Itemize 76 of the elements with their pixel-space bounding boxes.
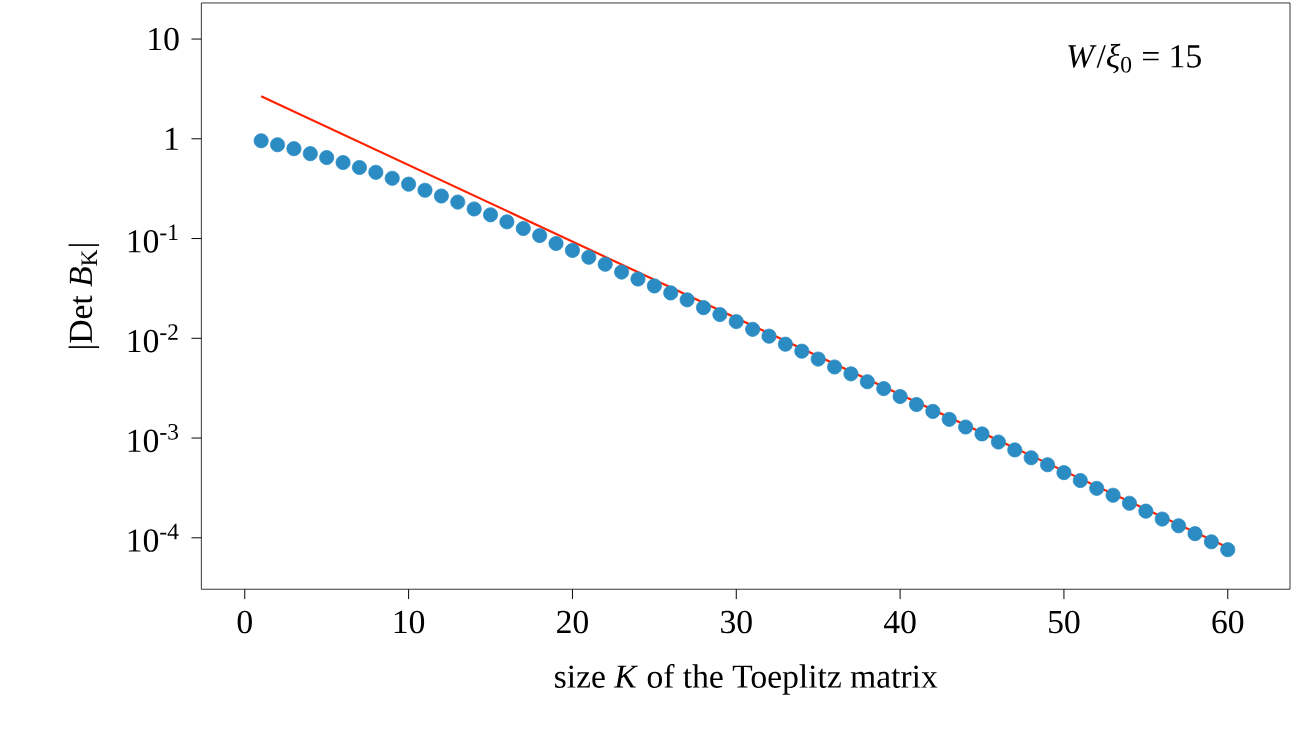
point — [1220, 542, 1236, 558]
y-tick-label: 10$^{-2}$ — [128, 324, 178, 353]
point — [843, 366, 859, 382]
point — [696, 300, 711, 316]
point — [974, 426, 990, 442]
point — [548, 235, 564, 251]
point — [564, 242, 580, 258]
x-tick-label: 10 — [394, 610, 425, 634]
point — [335, 154, 351, 170]
point — [401, 176, 417, 192]
annotation: W/ξ$_{0}$ = 15 — [1068, 43, 1201, 74]
point — [483, 207, 498, 223]
point — [876, 381, 892, 397]
point — [1072, 472, 1088, 488]
x-axis-title: size K of the Toeplitz matrix — [555, 663, 938, 695]
point — [827, 359, 843, 375]
point — [777, 336, 793, 352]
point — [1203, 534, 1219, 550]
point — [286, 141, 302, 157]
point — [679, 292, 695, 308]
point — [302, 146, 318, 162]
point — [270, 137, 286, 153]
point — [1154, 511, 1170, 527]
y-tick-label: 10$^{-3}$ — [128, 423, 179, 453]
x-tick-label: 30 — [721, 610, 752, 634]
point — [515, 220, 531, 236]
point — [499, 214, 515, 230]
point — [368, 164, 384, 180]
point — [1138, 503, 1154, 519]
point — [597, 256, 613, 272]
point — [351, 159, 367, 175]
point — [941, 411, 957, 427]
point — [417, 182, 433, 198]
x-tick-label: 0 — [237, 610, 252, 634]
point — [663, 285, 679, 301]
x-tick-label: 60 — [1212, 610, 1244, 634]
point — [925, 403, 941, 419]
point — [1121, 495, 1137, 511]
point — [466, 201, 482, 217]
point — [859, 374, 875, 390]
point — [384, 170, 400, 186]
point — [581, 249, 597, 265]
point — [614, 264, 630, 280]
point — [990, 434, 1006, 450]
point — [532, 228, 548, 244]
y-tick-label: 10$^{-4}$ — [128, 523, 179, 552]
point — [728, 314, 744, 330]
point — [1040, 457, 1056, 473]
point — [745, 321, 761, 337]
point — [1171, 518, 1187, 534]
point — [646, 278, 662, 294]
point — [630, 271, 646, 287]
point — [810, 351, 826, 367]
y-tick-label: 10 — [149, 27, 179, 51]
point — [761, 328, 777, 344]
x-tick-label: 20 — [557, 610, 588, 634]
point — [794, 343, 810, 359]
point — [1023, 450, 1039, 466]
point — [253, 133, 269, 149]
point — [1187, 526, 1203, 542]
y-tick-label: 10$^{-1}$ — [128, 224, 178, 253]
point — [1089, 480, 1105, 496]
x-tick-label: 50 — [1049, 610, 1080, 634]
point — [1007, 442, 1023, 458]
point — [450, 194, 466, 210]
point — [319, 150, 335, 165]
x-tick-label: 40 — [883, 610, 916, 634]
point — [1056, 465, 1072, 481]
point — [958, 419, 974, 435]
point — [433, 188, 449, 204]
point — [712, 306, 728, 322]
point — [892, 388, 908, 404]
y-axis-title: |Det B$_{K}$| — [68, 244, 100, 348]
point — [909, 396, 924, 412]
y-tick-label: 1 — [166, 127, 178, 150]
point — [1105, 487, 1121, 503]
